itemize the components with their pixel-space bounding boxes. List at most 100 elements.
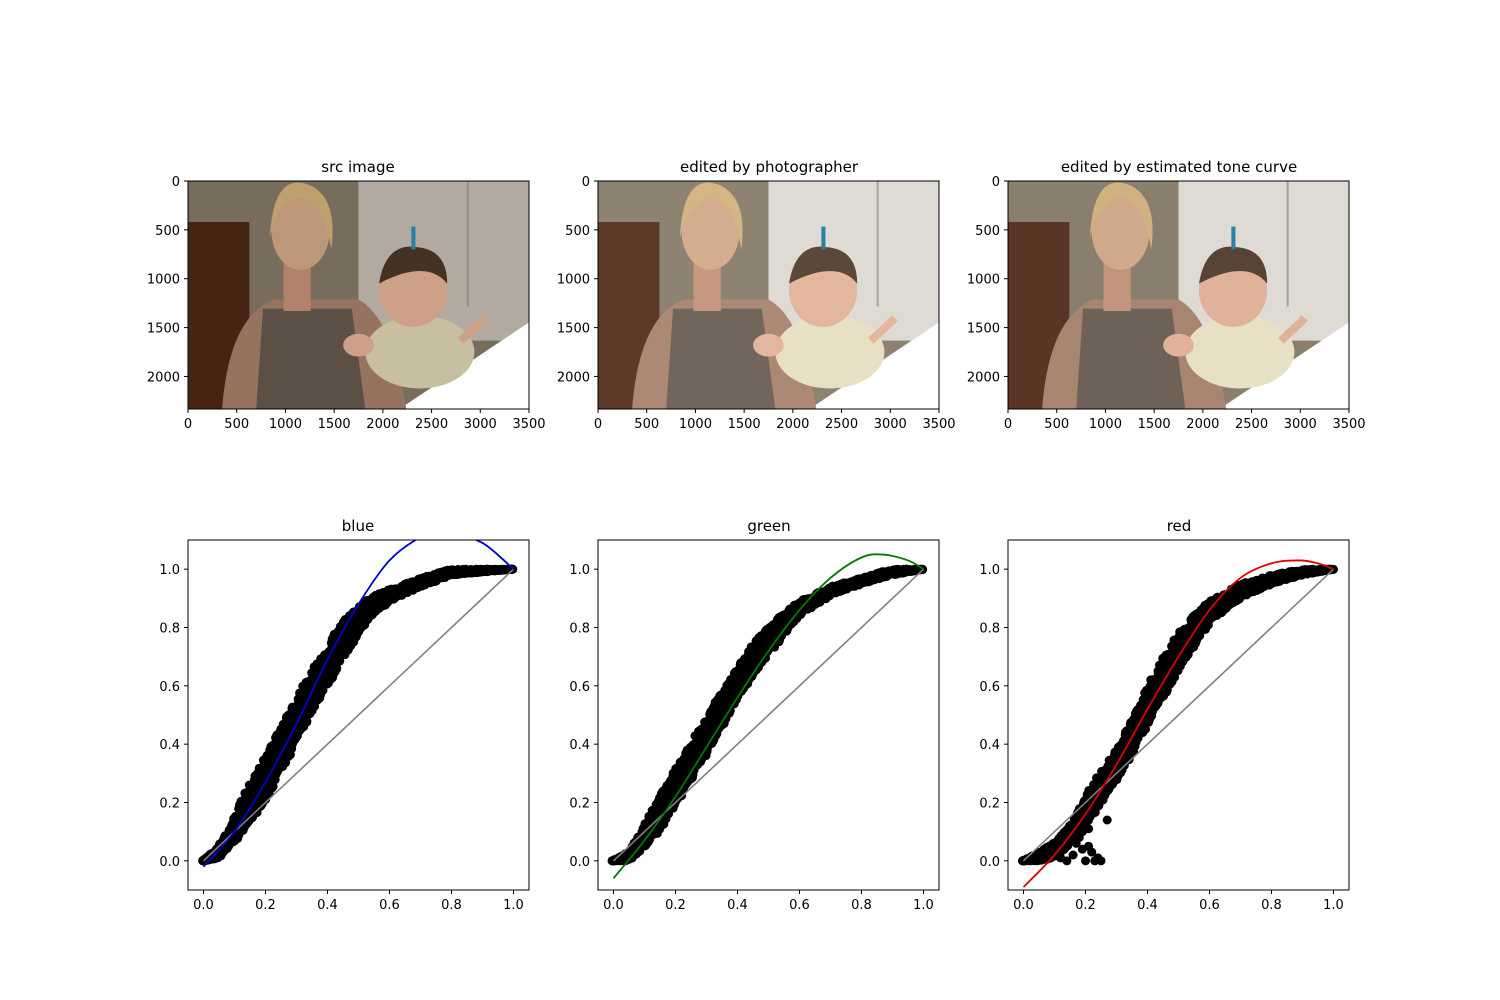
y-tick-label: 1.0 bbox=[159, 563, 180, 578]
chart-blue: 0.0 0.2 0.4 0.6 0.8 1.0 0.0 0.2 0.4 0.6 0.8 1.0 bbox=[159, 539, 530, 913]
x-tick-label: 0.0 bbox=[603, 898, 624, 913]
y-tick-label: 2000 bbox=[147, 370, 180, 385]
y-tick-label: 0.0 bbox=[569, 855, 590, 870]
y-tick-label: 0.2 bbox=[159, 797, 180, 812]
x-tick-label: 2500 bbox=[1235, 417, 1268, 432]
x-tick-label: 0.6 bbox=[379, 898, 400, 913]
photo-baby-hairtie bbox=[1231, 226, 1236, 250]
x-tick-label: 0.4 bbox=[727, 898, 748, 913]
photo bbox=[598, 181, 939, 409]
x-tick-label: 2500 bbox=[825, 417, 858, 432]
x-tick-label: 3500 bbox=[1332, 417, 1365, 432]
x-tick-label: 1500 bbox=[1138, 417, 1171, 432]
x-tick-label: 2000 bbox=[1186, 417, 1219, 432]
chart-red: 0.0 0.2 0.4 0.6 0.8 1.00.00.20.40.60.81.0 bbox=[979, 539, 1350, 913]
y-tick-label: 500 bbox=[155, 224, 180, 239]
y-tick-label: 1000 bbox=[557, 273, 590, 288]
photo-mother-hair bbox=[679, 182, 743, 250]
y-tick-label: 500 bbox=[565, 224, 590, 239]
x-tick-label: 0.2 bbox=[255, 898, 276, 913]
y-tick-label: 1000 bbox=[147, 273, 180, 288]
photo-baby-hair bbox=[788, 246, 858, 284]
y-tick-label: 1.0 bbox=[569, 563, 590, 578]
y-tick-label: 0 bbox=[172, 175, 180, 190]
y-tick-label: 1500 bbox=[967, 322, 1000, 337]
scatter-point bbox=[507, 564, 517, 574]
photo-mother-top bbox=[1076, 308, 1186, 409]
photo-baby-shirt bbox=[775, 315, 885, 389]
photo-baby-shirt bbox=[365, 315, 475, 389]
plot-area bbox=[1017, 559, 1338, 888]
image-frame bbox=[597, 180, 940, 410]
photo-mother-face bbox=[271, 192, 330, 270]
x-tick-label: 0.6 bbox=[789, 898, 810, 913]
y-tick-label: 0.4 bbox=[569, 738, 590, 753]
x-tick-label: 0 bbox=[1004, 417, 1012, 432]
x-tick-label: 0.4 bbox=[317, 898, 338, 913]
x-tick-label: 500 bbox=[1044, 417, 1069, 432]
plot-area bbox=[607, 553, 928, 879]
x-tick-label: 1000 bbox=[1089, 417, 1122, 432]
plot-area bbox=[198, 540, 518, 868]
photo-mother-face bbox=[1091, 192, 1150, 270]
x-tick-label: 2000 bbox=[366, 417, 399, 432]
chart-frame bbox=[597, 539, 940, 891]
photo bbox=[1008, 181, 1349, 409]
y-tick-label: 2000 bbox=[557, 370, 590, 385]
photo-mother-hair bbox=[1089, 182, 1153, 250]
x-tick-label: 2000 bbox=[776, 417, 809, 432]
y-tick-label: 1000 bbox=[967, 273, 1000, 288]
photo-baby-shirt bbox=[1185, 315, 1295, 389]
photo-baby-hand bbox=[343, 333, 374, 357]
image-panel-estimated: 0 500 1000 1500 2000 2500 3000 3500050010001500… bbox=[967, 175, 1366, 432]
fitted-curve-blue bbox=[202, 540, 515, 868]
photo-baby-hair bbox=[1198, 246, 1268, 284]
scatter-point bbox=[687, 769, 697, 779]
y-tick-label: 0.8 bbox=[159, 622, 180, 637]
chart-green: 0.0 0.2 0.4 0.6 0.8 1.00.00.20.40.60.81.0 bbox=[569, 539, 940, 913]
x-tick-label: 0.8 bbox=[851, 898, 872, 913]
x-tick-label: 0.8 bbox=[441, 898, 462, 913]
photo-window bbox=[1178, 181, 1349, 341]
image-frame bbox=[187, 180, 530, 410]
y-tick-label: 0.6 bbox=[569, 680, 590, 695]
image-frame bbox=[1007, 180, 1350, 410]
photo-baby-arm bbox=[1278, 315, 1308, 344]
y-tick-label: 0.6 bbox=[159, 680, 180, 695]
image-panel-edited: 0 500 1000 1500 2000 2500 3000 3500050010001500… bbox=[557, 175, 956, 432]
photo-baby-hand bbox=[753, 333, 784, 357]
photo-baby-arm bbox=[458, 315, 488, 344]
identity-line bbox=[612, 568, 925, 862]
y-tick-label: 0.0 bbox=[159, 855, 180, 870]
photo-baby-arm bbox=[868, 315, 898, 344]
x-tick-label: 1500 bbox=[318, 417, 351, 432]
x-tick-label: 3000 bbox=[1284, 417, 1317, 432]
x-tick-label: 500 bbox=[224, 417, 249, 432]
y-tick-label: 0 bbox=[992, 175, 1000, 190]
photo-baby-hairtie bbox=[821, 226, 826, 250]
y-tick-label: 0.8 bbox=[569, 622, 590, 637]
photo-window bbox=[768, 181, 939, 341]
x-tick-label: 1.0 bbox=[503, 898, 524, 913]
y-tick-label: 0.4 bbox=[159, 738, 180, 753]
y-tick-label: 1500 bbox=[557, 322, 590, 337]
photo-mother-hair bbox=[269, 182, 333, 250]
photo-window bbox=[358, 181, 529, 341]
y-tick-label: 0.2 bbox=[569, 797, 590, 812]
photo-baby-hair bbox=[378, 246, 448, 284]
x-tick-label: 3500 bbox=[512, 417, 545, 432]
photo-baby-hand bbox=[1163, 333, 1194, 357]
photo-baby-hairtie bbox=[411, 226, 416, 250]
photo-mother-top bbox=[666, 308, 776, 409]
identity-line bbox=[202, 568, 515, 862]
x-tick-label: 0.0 bbox=[193, 898, 214, 913]
x-tick-label: 2500 bbox=[415, 417, 448, 432]
photo bbox=[188, 181, 529, 409]
y-tick-label: 2000 bbox=[967, 370, 1000, 385]
x-tick-label: 1000 bbox=[269, 417, 302, 432]
x-tick-label: 1000 bbox=[679, 417, 712, 432]
x-tick-label: 1.0 bbox=[913, 898, 934, 913]
chart-frame bbox=[187, 539, 530, 891]
x-tick-label: 3000 bbox=[464, 417, 497, 432]
